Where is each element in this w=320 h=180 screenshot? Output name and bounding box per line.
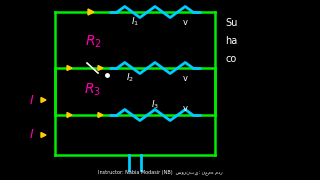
Polygon shape	[41, 98, 46, 102]
Text: $I_1$: $I_1$	[131, 16, 139, 28]
Text: $I$: $I$	[29, 129, 35, 141]
Text: v: v	[182, 103, 188, 112]
Text: $I_2$: $I_2$	[126, 72, 134, 84]
Polygon shape	[98, 66, 103, 71]
Text: $R_2$: $R_2$	[84, 34, 101, 50]
Polygon shape	[67, 112, 72, 118]
Text: $R_3$: $R_3$	[84, 82, 101, 98]
Text: $I_3$: $I_3$	[151, 99, 159, 111]
Text: v: v	[182, 73, 188, 82]
Text: $I$: $I$	[29, 93, 35, 107]
Polygon shape	[41, 132, 46, 138]
Polygon shape	[98, 112, 103, 118]
Text: Instructor: Nabia Modasir (NB)  سورنتی: نعمه مدر: Instructor: Nabia Modasir (NB) سورنتی: ن…	[98, 169, 222, 175]
Polygon shape	[88, 9, 94, 15]
Text: Su
ha
co: Su ha co	[225, 18, 237, 64]
Text: v: v	[182, 17, 188, 26]
Polygon shape	[67, 66, 72, 71]
